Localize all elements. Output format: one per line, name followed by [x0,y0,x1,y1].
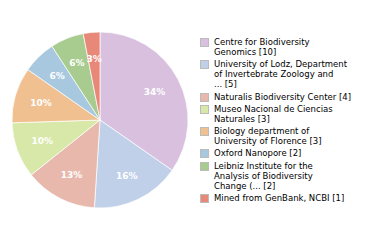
svg-text:13%: 13% [61,170,83,180]
svg-text:6%: 6% [69,58,84,68]
html-text:University of Lodz, Department: University of Lodz, Department of Invert… [214,59,347,90]
svg-text:34%: 34% [144,87,166,97]
html-text:Naturalis Biodiversity Center: Naturalis Biodiversity Center [4] [214,91,351,102]
html-text:Mined from GenBank, NCBI [1]: Mined from GenBank, NCBI [1] [214,193,345,204]
svg-text:10%: 10% [31,136,53,146]
html-text:Biology department of Universi: Biology department of University of Flor… [214,126,322,147]
html-text:Centre for Biodiversity Genomi: Centre for Biodiversity Genomics [10] [214,36,310,57]
svg-text:6%: 6% [50,71,65,81]
html-text:Leibniz Institute for the Anal: Leibniz Institute for the Analysis of Bi… [214,160,313,191]
html-text:Museo Nacional de Ciencias Nat: Museo Nacional de Ciencias Naturales [3] [214,103,333,124]
svg-text:10%: 10% [30,98,52,108]
html-text:Oxford Nanopore [2]: Oxford Nanopore [2] [214,148,302,159]
svg-text:16%: 16% [116,171,138,181]
svg-text:3%: 3% [86,54,101,64]
